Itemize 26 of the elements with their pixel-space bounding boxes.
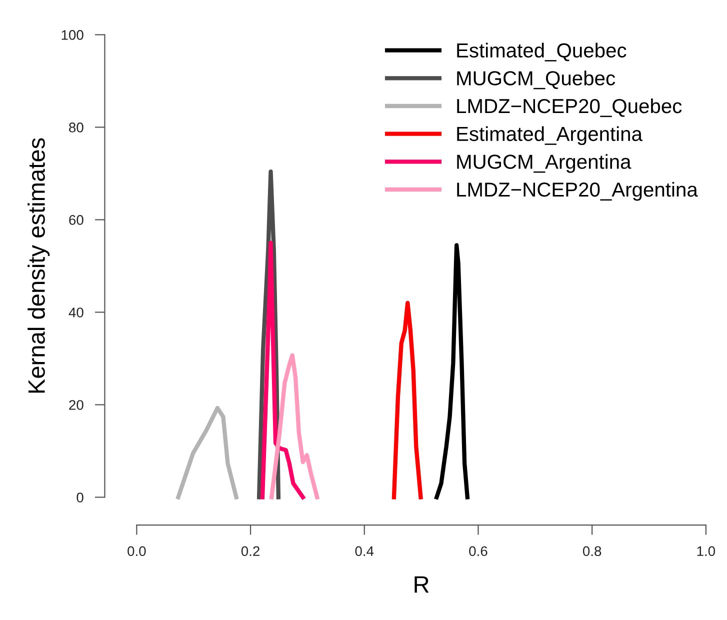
y-tick-label: 0: [76, 492, 84, 502]
y-tick-label: 100: [62, 30, 84, 40]
line-series: [434, 243, 470, 500]
y-tick-label: 80: [69, 122, 84, 132]
x-tick-label: 0.6: [469, 546, 488, 556]
x-axis-title: R: [414, 576, 429, 593]
legend-label: Estimated_Quebec: [457, 42, 626, 62]
y-tick-label: 20: [69, 400, 84, 410]
x-tick-label: 0.2: [241, 546, 260, 556]
x-tick-label: 1.0: [697, 546, 716, 556]
legend-label: Estimated_Argentina: [457, 126, 642, 146]
line-series: [270, 353, 320, 500]
x-tick-label: 0.4: [355, 546, 374, 556]
legend-label: MUGCM_Quebec: [457, 70, 616, 90]
y-axis-title: Kernal density estimates: [28, 138, 50, 393]
legend-label: MUGCM_Argentina: [457, 154, 632, 173]
line-series: [256, 170, 280, 500]
y-tick-label: 40: [68, 308, 84, 318]
x-tick-label: 0.0: [128, 546, 146, 556]
legend-label: LMDZ−NCEP20_Quebec: [457, 98, 682, 118]
y-tick-label: 60: [69, 215, 84, 225]
x-tick-label: 0.8: [582, 546, 602, 556]
line-series: [176, 406, 238, 500]
line-series: [260, 240, 305, 500]
legend-label: LMDZ−NCEP20_Argentina: [457, 182, 698, 201]
line-series: [392, 300, 423, 500]
